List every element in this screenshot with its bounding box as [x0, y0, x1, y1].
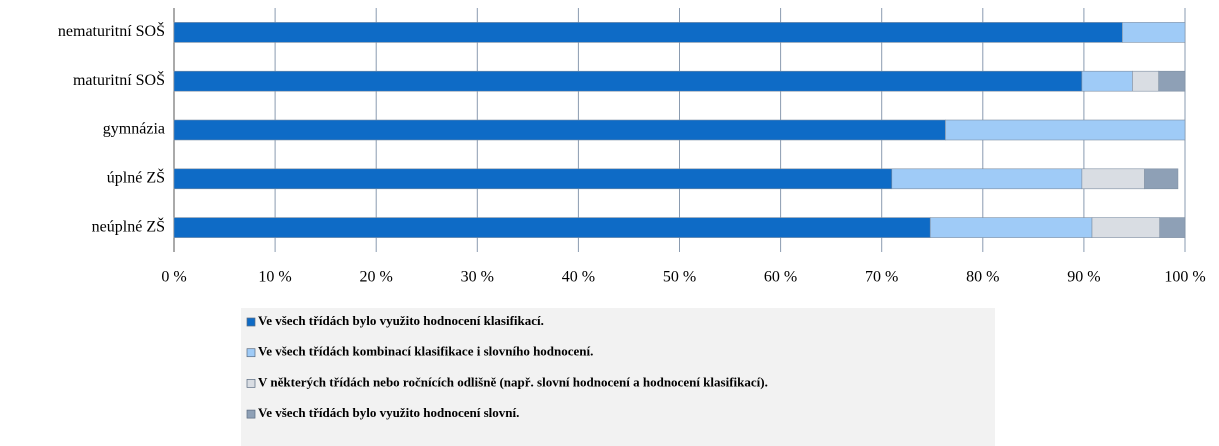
x-tick-label: 10 %	[258, 269, 291, 286]
legend-label: Ve všech třídách bylo využito hodnocení …	[258, 405, 519, 420]
x-tick-label: 40 %	[562, 269, 595, 286]
bar-segment	[1091, 217, 1161, 238]
bar-segment	[173, 217, 931, 238]
x-tick-label: 60 %	[764, 269, 797, 286]
bar-segment	[945, 119, 1186, 141]
bar-segment	[1081, 70, 1133, 92]
legend-label: Ve všech třídách kombinací klasifikace i…	[258, 344, 593, 359]
bar-segment	[173, 168, 893, 190]
x-tick-label: 90 %	[1067, 269, 1100, 286]
bar-segment	[173, 70, 1083, 92]
bar-segment	[1081, 168, 1145, 190]
legend-label: Ve všech třídách bylo využito hodnocení …	[258, 313, 544, 328]
bar-segment	[1144, 168, 1179, 190]
y-tick-label: neúplné ZŠ	[92, 216, 165, 235]
legend-swatch	[246, 348, 256, 358]
bar-segment	[1132, 70, 1160, 92]
bar-segment	[173, 22, 1123, 43]
bar-segment	[1122, 22, 1186, 43]
legend-swatch	[246, 409, 256, 419]
x-tick-label: 50 %	[663, 269, 696, 286]
y-tick-label: úplné ZŠ	[107, 167, 165, 186]
x-tick-label: 80 %	[966, 269, 999, 286]
legend-box	[241, 308, 995, 446]
bar-segment	[173, 119, 946, 141]
x-tick-label: 30 %	[461, 269, 494, 286]
y-tick-label: maturitní SOŠ	[73, 70, 165, 89]
y-tick-label: nematuritní SOŠ	[58, 21, 165, 40]
legend-swatch	[246, 379, 256, 388]
legend-swatch	[246, 317, 256, 327]
x-tick-label: 70 %	[865, 269, 898, 286]
x-tick-label: 100 %	[1164, 269, 1205, 286]
legend-label: V některých třídách nebo ročnících odliš…	[258, 374, 768, 389]
x-tick-label: 0 %	[161, 269, 186, 286]
bar-segment	[1159, 217, 1186, 238]
x-tick-label: 20 %	[360, 269, 393, 286]
y-tick-label: gymnázia	[103, 121, 165, 138]
bar-segment	[1158, 70, 1186, 92]
bar-segment	[929, 217, 1093, 238]
bar-segment	[891, 168, 1083, 190]
